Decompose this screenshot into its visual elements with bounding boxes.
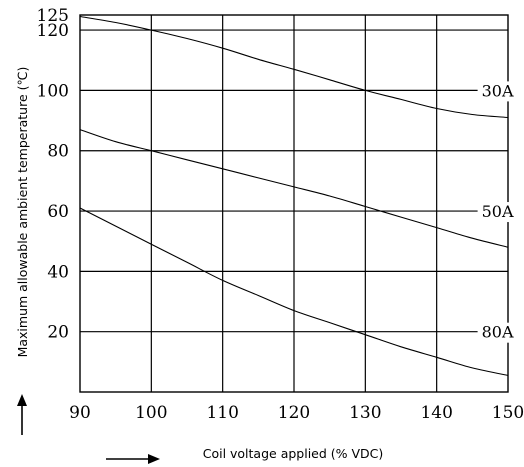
x-tick-label: 120 xyxy=(278,403,310,423)
y-tick-label: 120 xyxy=(37,21,69,41)
curve-label-bg xyxy=(477,202,518,223)
x-axis-arrow xyxy=(106,454,160,464)
x-tick-labels: 90 100 110 120 130 140 150 xyxy=(69,403,524,423)
x-tick-label: 150 xyxy=(492,403,524,423)
x-tick-label: 100 xyxy=(135,403,167,423)
curve-label-80A: 80A xyxy=(482,323,514,342)
y-tick-label: 100 xyxy=(37,81,69,101)
curve-label-50A: 50A xyxy=(482,202,514,221)
curve-label-30A: 30A xyxy=(482,81,514,100)
y-axis-arrow xyxy=(17,394,27,435)
y-tick-label: 20 xyxy=(47,323,69,343)
curve-label-bg xyxy=(477,322,518,343)
y-axis-label: Maximum allowable ambient temperature (℃… xyxy=(15,67,30,358)
series-line-30A xyxy=(79,15,509,119)
curves xyxy=(79,15,509,376)
y-tick-label: 40 xyxy=(47,262,69,282)
x-axis-label: Coil voltage applied (% VDC) xyxy=(203,446,384,461)
y-tick-label: 80 xyxy=(47,142,69,162)
y-tick-label: 60 xyxy=(47,202,69,222)
x-tick-label: 140 xyxy=(420,403,452,423)
curve-labels: 30A 50A 80A xyxy=(477,81,518,343)
x-tick-label: 90 xyxy=(69,403,91,423)
grid xyxy=(80,15,508,392)
y-tick-label: 125 xyxy=(37,6,69,26)
series-line-50A xyxy=(79,129,509,248)
x-tick-label: 130 xyxy=(349,403,381,423)
curve-label-bg xyxy=(477,81,518,102)
x-tick-label: 110 xyxy=(206,403,238,423)
series-line-80A xyxy=(79,207,509,376)
